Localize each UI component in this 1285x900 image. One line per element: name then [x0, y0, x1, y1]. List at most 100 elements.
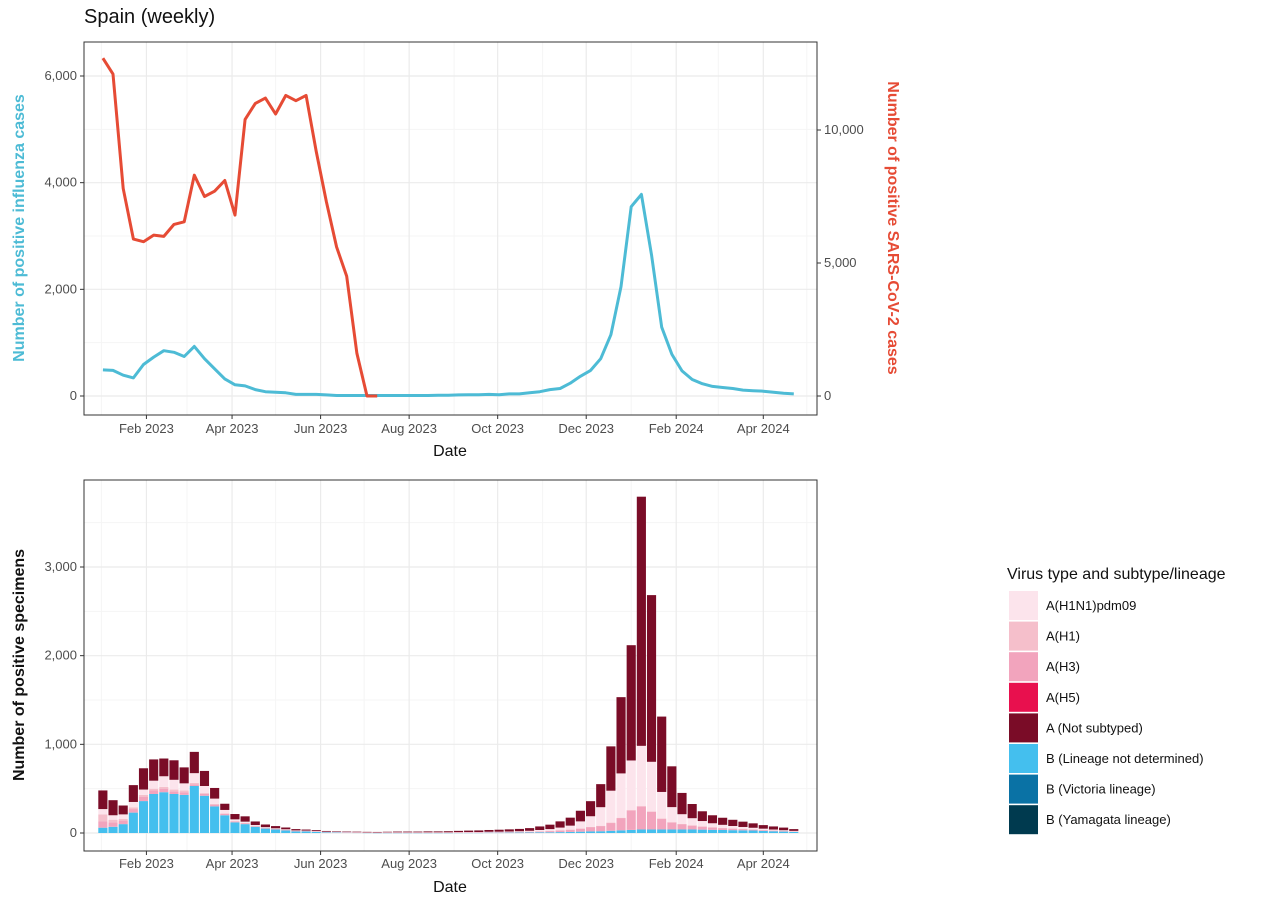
bar-segment	[555, 832, 565, 833]
line-chart-y-right-axis-title: Number of positive SARS-CoV-2 cases	[884, 81, 901, 375]
x-tick-label: Oct 2023	[471, 856, 524, 871]
bar-segment	[189, 786, 199, 833]
legend-items: A(H1N1)pdm09 A(H1) A(H3) A(H5) A (Not subtyp…	[1009, 591, 1204, 835]
line-chart-x-ticks: Feb 2023 Apr 2023 Jun 2023 Aug 2023 Oct 2023…	[119, 415, 790, 436]
bar-segment	[230, 822, 240, 833]
legend-swatch	[1009, 744, 1038, 773]
bar-segment	[260, 824, 270, 828]
bar-segment	[667, 822, 677, 823]
bar-segment	[433, 832, 443, 833]
bar-segment	[179, 767, 189, 784]
bar-segment	[504, 831, 514, 833]
bar-segment	[240, 816, 250, 822]
bar-chart-x-axis-title: Date	[433, 879, 467, 896]
bar-segment	[189, 784, 199, 786]
bar-segment	[596, 825, 606, 827]
bar-segment	[575, 810, 585, 822]
bar-segment	[149, 788, 159, 791]
legend: Virus type and subtype/lineage A(H1N1)pd…	[1007, 566, 1226, 835]
bar-segment	[494, 831, 504, 833]
bar-segment	[586, 816, 596, 827]
bar-segment	[169, 793, 179, 833]
bar-segment	[210, 787, 220, 799]
bar-segment	[697, 811, 707, 822]
bar-segment	[728, 828, 738, 829]
bar-segment	[321, 830, 331, 832]
bar-segment	[789, 831, 799, 832]
bar-segment	[98, 809, 108, 815]
bar-segment	[108, 819, 118, 823]
bar-segment	[626, 645, 636, 761]
bar-segment	[707, 829, 718, 833]
bar-segment	[646, 811, 657, 812]
bar-segment	[748, 829, 758, 830]
bar-segment	[311, 830, 321, 832]
bar-segment	[789, 830, 799, 832]
bar-segment	[250, 825, 260, 826]
bar-segment	[646, 595, 657, 762]
x-tick-label: Feb 2023	[119, 856, 174, 871]
bar-segment	[626, 810, 636, 830]
x-tick-label: Apr 2023	[206, 856, 259, 871]
bar-segment	[128, 812, 138, 833]
x-tick-label: Aug 2023	[381, 856, 437, 871]
bar-segment	[494, 832, 504, 833]
bar-segment	[260, 828, 270, 833]
y-left-tick-label: 2,000	[44, 281, 77, 296]
bar-segment	[525, 830, 535, 832]
bar-segment	[707, 823, 718, 828]
line-chart-series	[101, 57, 794, 398]
y-tick-label: 3,000	[44, 559, 77, 574]
bar-segment	[220, 815, 230, 833]
bar-segment	[504, 832, 514, 834]
y-tick-label: 1,000	[44, 736, 77, 751]
bar-segment	[301, 830, 311, 832]
influenza-line	[102, 192, 794, 397]
bar-segment	[667, 766, 677, 808]
bar-segment	[179, 792, 189, 795]
bar-segment	[646, 829, 657, 833]
bar-segment	[789, 831, 799, 833]
bar-segment	[321, 832, 331, 833]
bar-segment	[687, 818, 697, 826]
bar-segment	[128, 801, 138, 808]
x-tick-label: Aug 2023	[381, 421, 437, 436]
bar-segment	[748, 829, 758, 831]
bar-segment	[636, 745, 646, 807]
bar-segment	[118, 818, 128, 821]
bar-segment	[748, 827, 758, 830]
bar-segment	[575, 831, 585, 833]
y-tick-label: 0	[70, 825, 77, 840]
bar-segment	[423, 832, 433, 833]
bar-segment	[159, 786, 169, 789]
bar-segment	[179, 783, 189, 791]
legend-label: B (Victoria lineage)	[1046, 782, 1156, 797]
bar-segment	[677, 823, 687, 825]
bar-segment	[220, 803, 230, 810]
bar-segment	[169, 791, 179, 794]
bar-segment	[535, 832, 545, 833]
bar-segment	[159, 792, 169, 833]
bar-segment	[199, 786, 210, 794]
bar-chart-y-axis-title: Number of positive specimens	[11, 549, 28, 781]
bar-segment	[199, 793, 210, 794]
bar-segment	[260, 827, 270, 828]
bar-segment	[667, 807, 677, 823]
legend-label: A(H1)	[1046, 629, 1080, 644]
bar-segment	[250, 826, 260, 833]
bar-segment	[687, 829, 697, 833]
legend-swatch	[1009, 682, 1038, 712]
bar-segment	[281, 829, 291, 830]
bar-segment	[149, 790, 159, 794]
bar-segment	[169, 760, 179, 780]
bar-segment	[535, 831, 545, 832]
bar-segment	[220, 809, 230, 814]
legend-label: B (Lineage not determined)	[1046, 751, 1204, 766]
bar-segment	[779, 830, 789, 831]
sars-cov-2-line	[101, 57, 378, 398]
bar-segment	[657, 818, 667, 820]
bar-segment	[108, 822, 118, 827]
bar-segment	[149, 759, 159, 781]
bar-segment	[525, 828, 535, 831]
